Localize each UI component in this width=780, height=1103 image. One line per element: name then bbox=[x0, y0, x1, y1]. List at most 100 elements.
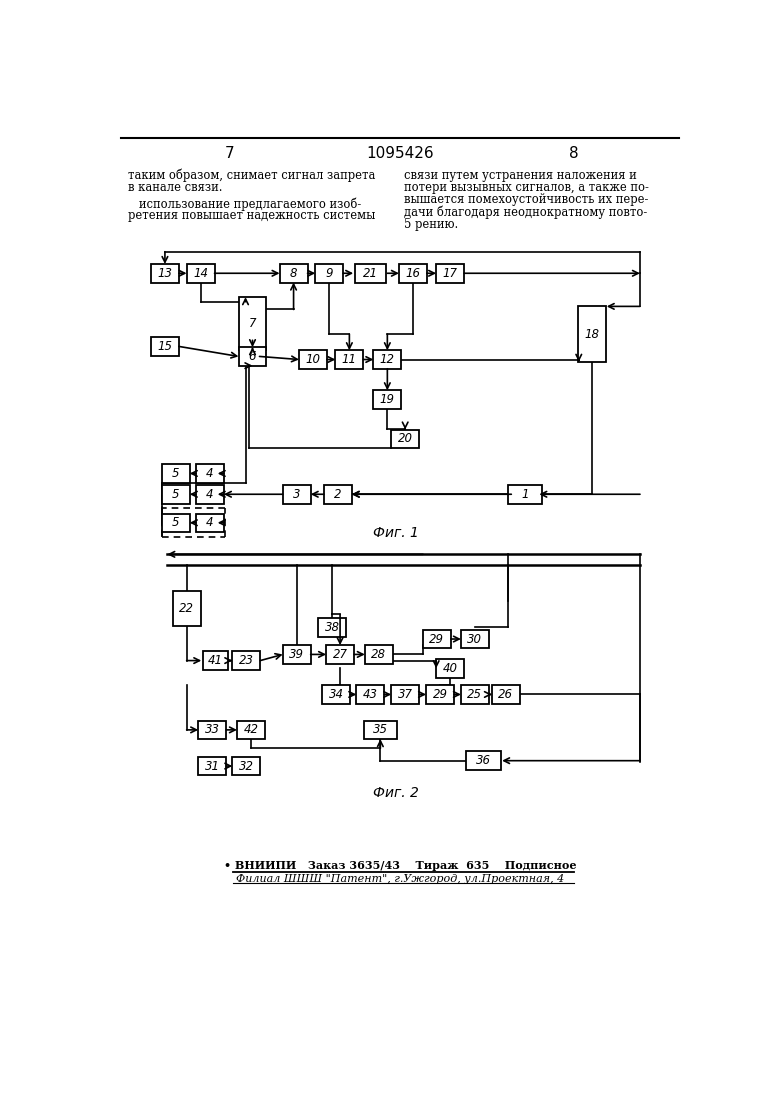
Text: дачи благодаря неоднократному повто-: дачи благодаря неоднократному повто- bbox=[403, 205, 647, 219]
Text: 10: 10 bbox=[306, 353, 321, 366]
Text: 21: 21 bbox=[363, 267, 378, 280]
Text: 20: 20 bbox=[398, 432, 413, 446]
Bar bbox=[282, 485, 310, 503]
Text: 23: 23 bbox=[239, 654, 254, 667]
Text: связи путем устранения наложения и: связи путем устранения наложения и bbox=[403, 169, 636, 182]
Text: 16: 16 bbox=[406, 267, 420, 280]
Bar bbox=[239, 297, 266, 350]
Text: Филиал ШШШ "Патент", г.Ужгород, ул.Проектная, 4: Филиал ШШШ "Патент", г.Ужгород, ул.Проек… bbox=[236, 875, 564, 885]
Text: 1: 1 bbox=[522, 488, 529, 501]
Bar bbox=[161, 464, 190, 483]
Text: 33: 33 bbox=[204, 724, 220, 737]
Bar bbox=[172, 590, 200, 625]
Bar bbox=[399, 264, 427, 282]
Bar bbox=[355, 264, 386, 282]
Bar bbox=[509, 485, 542, 503]
Bar bbox=[232, 652, 261, 670]
Text: 1095426: 1095426 bbox=[366, 146, 434, 161]
Text: 7: 7 bbox=[225, 146, 234, 161]
Text: 35: 35 bbox=[373, 724, 388, 737]
Text: 11: 11 bbox=[342, 353, 357, 366]
Text: 7: 7 bbox=[249, 317, 257, 330]
Text: потери вызывных сигналов, а также по-: потери вызывных сигналов, а также по- bbox=[403, 181, 648, 194]
Bar bbox=[322, 685, 350, 704]
Text: 19: 19 bbox=[380, 393, 395, 406]
Bar bbox=[423, 630, 451, 649]
Text: 37: 37 bbox=[398, 688, 413, 702]
Text: Фиг. 2: Фиг. 2 bbox=[373, 786, 419, 800]
Text: 4: 4 bbox=[206, 516, 214, 529]
Bar bbox=[198, 720, 226, 739]
Text: 40: 40 bbox=[442, 662, 458, 675]
Bar bbox=[161, 514, 190, 532]
Text: 30: 30 bbox=[467, 632, 482, 645]
Text: 3: 3 bbox=[293, 488, 300, 501]
Bar bbox=[365, 645, 393, 664]
Bar bbox=[279, 264, 307, 282]
Text: 2: 2 bbox=[334, 488, 342, 501]
Text: 32: 32 bbox=[239, 760, 254, 772]
Bar bbox=[466, 751, 501, 770]
Text: вышается помехоустойчивость их пере-: вышается помехоустойчивость их пере- bbox=[403, 193, 648, 206]
Text: 41: 41 bbox=[207, 654, 223, 667]
Bar bbox=[461, 630, 489, 649]
Bar bbox=[324, 485, 352, 503]
Bar bbox=[436, 658, 464, 677]
Text: ретения повышает надежность системы: ретения повышает надежность системы bbox=[129, 208, 376, 222]
Bar bbox=[151, 338, 179, 355]
Bar bbox=[356, 685, 385, 704]
Text: 13: 13 bbox=[158, 267, 172, 280]
Text: 9: 9 bbox=[325, 267, 333, 280]
Bar bbox=[186, 264, 214, 282]
Text: 12: 12 bbox=[380, 353, 395, 366]
Text: 29: 29 bbox=[433, 688, 448, 702]
Bar bbox=[239, 347, 266, 366]
Bar bbox=[198, 757, 226, 775]
Bar bbox=[335, 351, 363, 368]
Bar bbox=[151, 264, 179, 282]
Bar bbox=[203, 652, 228, 670]
Bar bbox=[299, 351, 327, 368]
Text: 27: 27 bbox=[332, 647, 348, 661]
Bar bbox=[392, 685, 419, 704]
Text: 5: 5 bbox=[172, 516, 179, 529]
Bar bbox=[326, 645, 354, 664]
Text: Фиг. 1: Фиг. 1 bbox=[373, 526, 419, 539]
Text: 15: 15 bbox=[158, 340, 172, 353]
Bar bbox=[436, 264, 464, 282]
Text: 31: 31 bbox=[204, 760, 220, 772]
Bar bbox=[364, 720, 397, 739]
Text: 8: 8 bbox=[569, 146, 579, 161]
Bar bbox=[196, 514, 224, 532]
Bar bbox=[461, 685, 489, 704]
Bar bbox=[161, 485, 190, 503]
Bar bbox=[578, 307, 606, 362]
Text: 43: 43 bbox=[363, 688, 378, 702]
Text: таким образом, снимает сигнал запрета: таким образом, снимает сигнал запрета bbox=[129, 169, 376, 182]
Text: 28: 28 bbox=[371, 647, 386, 661]
Text: использование предлагаемого изоб-: использование предлагаемого изоб- bbox=[129, 197, 362, 211]
Text: 5 рению.: 5 рению. bbox=[403, 217, 458, 231]
Bar bbox=[374, 351, 401, 368]
Text: 36: 36 bbox=[476, 754, 491, 768]
Text: 42: 42 bbox=[243, 724, 258, 737]
Bar bbox=[318, 618, 346, 636]
Bar bbox=[196, 485, 224, 503]
Text: 17: 17 bbox=[442, 267, 458, 280]
Text: 5: 5 bbox=[172, 467, 179, 480]
Bar bbox=[492, 685, 520, 704]
Text: 39: 39 bbox=[289, 647, 304, 661]
Bar bbox=[282, 645, 310, 664]
Bar bbox=[374, 390, 401, 409]
Text: 5: 5 bbox=[172, 488, 179, 501]
Text: в канале связи.: в канале связи. bbox=[129, 181, 223, 194]
Text: 6: 6 bbox=[249, 350, 257, 363]
Text: • ВНИИПИ   Заказ 3635/43    Тираж  635    Подписное: • ВНИИПИ Заказ 3635/43 Тираж 635 Подписн… bbox=[224, 860, 576, 871]
Bar bbox=[237, 720, 265, 739]
Text: 25: 25 bbox=[467, 688, 482, 702]
Text: 14: 14 bbox=[193, 267, 208, 280]
Text: 4: 4 bbox=[206, 488, 214, 501]
Bar bbox=[196, 464, 224, 483]
Text: 18: 18 bbox=[584, 328, 600, 341]
Text: 8: 8 bbox=[290, 267, 297, 280]
